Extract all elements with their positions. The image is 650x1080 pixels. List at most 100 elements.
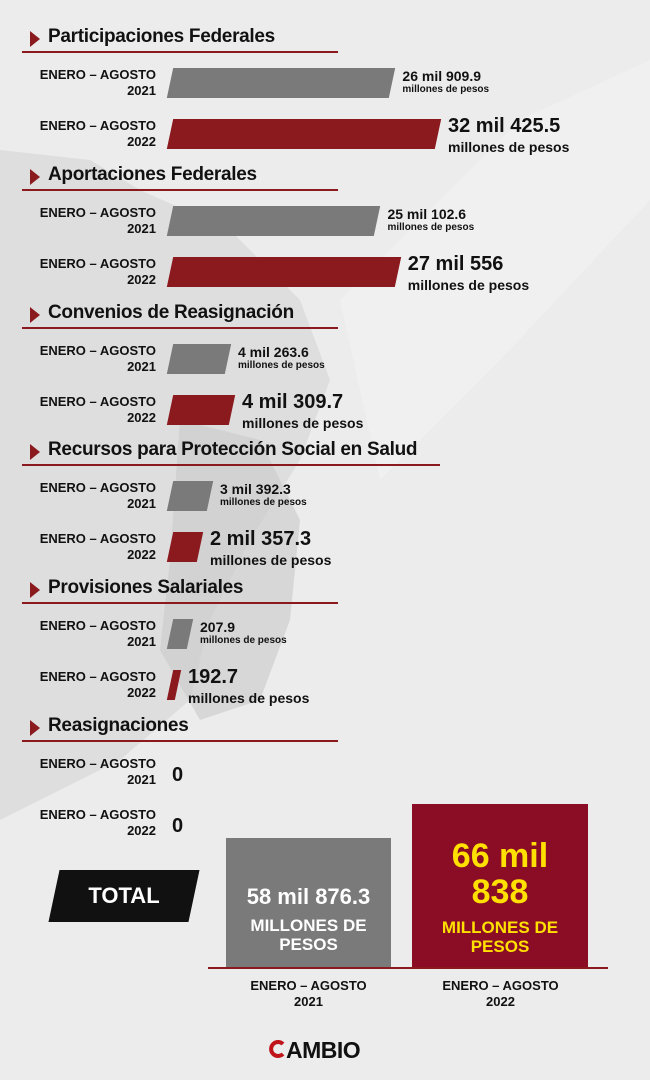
- total-2022-value: 66 mil 838: [451, 837, 549, 911]
- value-label: 192.7 millones de pesos: [188, 667, 309, 705]
- section-underline: [22, 740, 338, 742]
- section-marker-icon: [30, 169, 40, 185]
- period-label-range: ENERO – AGOSTO: [39, 343, 156, 358]
- value-number: 3 mil 392.3: [220, 481, 291, 497]
- total-2021-period: ENERO – AGOSTO 2021: [226, 978, 391, 1010]
- period-label-range: ENERO – AGOSTO: [39, 618, 156, 633]
- period-label-range: ENERO – AGOSTO: [39, 807, 156, 822]
- section-underline: [22, 189, 338, 191]
- value-label: 4 mil 309.7 millones de pesos: [242, 392, 363, 430]
- total-2021-period-b: 2021: [294, 994, 323, 1009]
- value-label: 27 mil 556 millones de pesos: [408, 254, 529, 292]
- period-label-range: ENERO – AGOSTO: [39, 256, 156, 271]
- value-label: 207.9 millones de pesos: [200, 620, 287, 646]
- value-number: 192.7: [188, 666, 239, 688]
- value-label: 32 mil 425.5 millones de pesos: [448, 116, 569, 154]
- section-title: Provisiones Salariales: [48, 577, 244, 598]
- section-marker-icon: [30, 307, 40, 323]
- total-2021-unit: MILLONES DE PESOS: [250, 916, 367, 954]
- value-number: 4 mil 309.7: [242, 391, 344, 413]
- value-unit: millones de pesos: [200, 635, 287, 646]
- period-label: ENERO – AGOSTO 2021: [16, 205, 156, 237]
- total-2021-value: 58 mil 876.3: [246, 884, 371, 909]
- period-label-year: 2022: [127, 410, 156, 425]
- period-label-year: 2021: [127, 772, 156, 787]
- value-unit: millones de pesos: [188, 690, 310, 706]
- value-unit: millones de pesos: [210, 552, 332, 568]
- section-marker-icon: [30, 582, 40, 598]
- value-label: 3 mil 392.3 millones de pesos: [220, 482, 307, 508]
- period-label-year: 2021: [127, 83, 156, 98]
- bar-2021: [166, 68, 396, 98]
- value-number: 27 mil 556: [407, 253, 504, 275]
- value-number: 25 mil 102.6: [387, 206, 467, 222]
- period-label-year: 2022: [127, 685, 156, 700]
- value-unit: millones de pesos: [407, 277, 530, 293]
- bar-2021: [166, 344, 232, 374]
- period-label: ENERO – AGOSTO 2022: [16, 531, 156, 563]
- value-number: 26 mil 909.9: [402, 68, 482, 84]
- total-2022-unit: MILLONES DE PESOS: [441, 918, 559, 956]
- period-label-range: ENERO – AGOSTO: [39, 67, 156, 82]
- period-label-year: 2021: [127, 496, 156, 511]
- period-label: ENERO – AGOSTO 2022: [16, 256, 156, 288]
- period-label-range: ENERO – AGOSTO: [39, 480, 156, 495]
- total-2021-period-a: ENERO – AGOSTO: [250, 978, 367, 993]
- value-unit: millones de pesos: [220, 497, 307, 508]
- section-marker-icon: [30, 31, 40, 47]
- value-number: 0: [172, 815, 184, 837]
- section-title: Recursos para Protección Social en Salud: [48, 439, 418, 460]
- section-marker-icon: [30, 720, 40, 736]
- total-2022-box: 66 mil 838 MILLONES DE PESOS: [412, 804, 588, 968]
- section-title: Participaciones Federales: [48, 26, 275, 47]
- period-label: ENERO – AGOSTO 2021: [16, 343, 156, 375]
- bar-2022: [166, 670, 182, 700]
- section-title: Aportaciones Federales: [48, 164, 257, 185]
- section-underline: [22, 327, 338, 329]
- period-label: ENERO – AGOSTO 2021: [16, 756, 156, 788]
- bar-2021: [166, 619, 194, 649]
- period-label: ENERO – AGOSTO 2022: [16, 807, 156, 839]
- bar-2022: [166, 395, 236, 425]
- period-label-range: ENERO – AGOSTO: [39, 118, 156, 133]
- section-underline: [22, 51, 338, 53]
- bar-2022: [166, 532, 204, 562]
- section-title: Convenios de Reasignación: [48, 302, 294, 323]
- value-unit: millones de pesos: [448, 139, 570, 155]
- bar-2022: [166, 119, 442, 149]
- period-label-range: ENERO – AGOSTO: [39, 531, 156, 546]
- period-label: ENERO – AGOSTO 2021: [16, 480, 156, 512]
- period-label-range: ENERO – AGOSTO: [39, 394, 156, 409]
- value-unit: millones de pesos: [402, 84, 490, 95]
- value-label: 25 mil 102.6 millones de pesos: [387, 207, 474, 233]
- period-label-year: 2022: [127, 134, 156, 149]
- value-number: 207.9: [200, 619, 236, 635]
- total-label: TOTAL: [88, 883, 160, 908]
- period-label: ENERO – AGOSTO 2021: [16, 618, 156, 650]
- total-2022-period-b: 2022: [486, 994, 515, 1009]
- chart-area: Participaciones Federales ENERO – AGOSTO 2…: [16, 26, 569, 839]
- total-2022-period-a: ENERO – AGOSTO: [442, 978, 559, 993]
- period-label: ENERO – AGOSTO 2022: [16, 394, 156, 426]
- value-label: 2 mil 357.3 millones de pesos: [210, 529, 331, 567]
- section-underline: [22, 602, 338, 604]
- period-label-year: 2022: [127, 272, 156, 287]
- period-label-year: 2021: [127, 221, 156, 236]
- bar-2021: [166, 206, 381, 236]
- section-underline: [22, 464, 440, 466]
- value-label: 26 mil 909.9 millones de pesos: [402, 69, 489, 95]
- period-label-range: ENERO – AGOSTO: [39, 756, 156, 771]
- total-2022-period: ENERO – AGOSTO 2022: [418, 978, 583, 1010]
- value-unit: millones de pesos: [387, 222, 475, 233]
- period-label: ENERO – AGOSTO 2022: [16, 118, 156, 150]
- section-title: Reasignaciones: [48, 715, 189, 736]
- period-label: ENERO – AGOSTO 2021: [16, 67, 156, 99]
- value-number: 32 mil 425.5: [448, 115, 561, 137]
- bar-2022: [166, 257, 401, 287]
- total-baseline: [208, 967, 608, 969]
- period-label-range: ENERO – AGOSTO: [39, 669, 156, 684]
- value-number: 4 mil 263.6: [238, 344, 309, 360]
- period-label-year: 2022: [127, 547, 156, 562]
- value-unit: millones de pesos: [238, 360, 325, 371]
